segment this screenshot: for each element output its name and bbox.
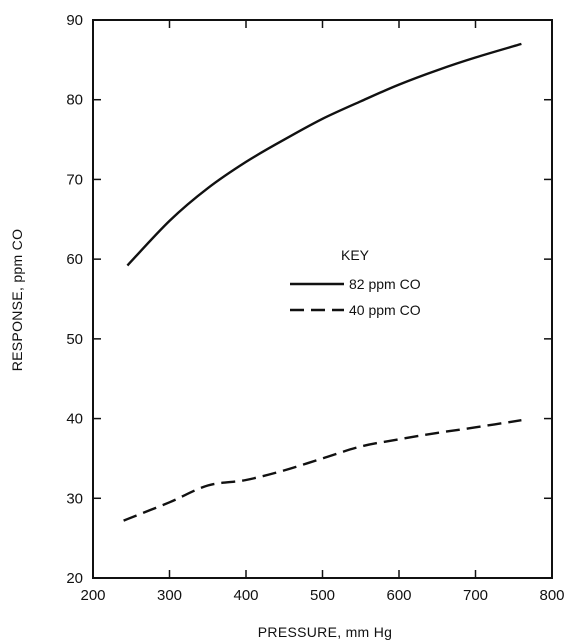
x-tick-label: 800 bbox=[539, 587, 564, 604]
x-tick-label: 300 bbox=[157, 587, 182, 604]
legend-label-2: 40 ppm CO bbox=[349, 302, 421, 318]
y-axis-title: RESPONSE, ppm CO bbox=[9, 229, 25, 372]
y-tick-label: 40 bbox=[66, 411, 83, 428]
y-tick-label: 70 bbox=[66, 171, 83, 188]
y-tick-label: 50 bbox=[66, 331, 83, 348]
x-tick-label: 700 bbox=[463, 587, 488, 604]
y-tick-label: 80 bbox=[66, 92, 83, 109]
series-line-1 bbox=[126, 42, 522, 267]
series-layer bbox=[123, 42, 522, 522]
x-tick-label: 500 bbox=[310, 587, 335, 604]
y-tick-label: 20 bbox=[66, 570, 83, 587]
series-line-2 bbox=[123, 419, 522, 522]
x-tick-label: 600 bbox=[386, 587, 411, 604]
ticks: 200 300 400 500 600 700 800 20 30 40 50 60 70 80 90 bbox=[66, 12, 564, 604]
plot-border bbox=[92, 19, 553, 579]
legend: KEY 82 ppm CO 40 ppm CO bbox=[290, 247, 421, 318]
x-axis-title: PRESSURE, mm Hg bbox=[258, 624, 392, 640]
x-tick-label: 200 bbox=[80, 587, 105, 604]
x-tick-label: 400 bbox=[233, 587, 258, 604]
legend-label-1: 82 ppm CO bbox=[349, 276, 421, 292]
y-tick-label: 30 bbox=[66, 490, 83, 507]
y-tick-label: 90 bbox=[66, 12, 83, 29]
y-tick-label: 60 bbox=[66, 251, 83, 268]
plot-frame bbox=[92, 19, 553, 579]
legend-title: KEY bbox=[341, 247, 370, 263]
